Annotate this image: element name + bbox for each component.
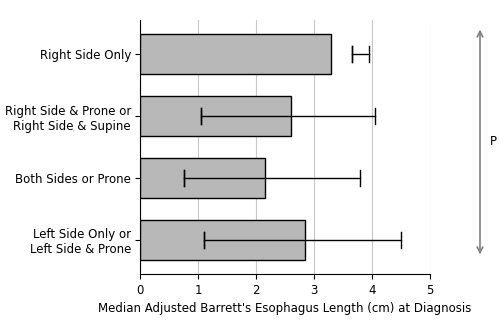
- X-axis label: Median Adjusted Barrett's Esophagus Length (cm) at Diagnosis: Median Adjusted Barrett's Esophagus Leng…: [98, 302, 472, 315]
- Bar: [140, 158, 264, 198]
- Text: P = 0.43: P = 0.43: [490, 136, 500, 148]
- Bar: [140, 34, 332, 74]
- Bar: [140, 96, 291, 136]
- Bar: [140, 220, 306, 260]
